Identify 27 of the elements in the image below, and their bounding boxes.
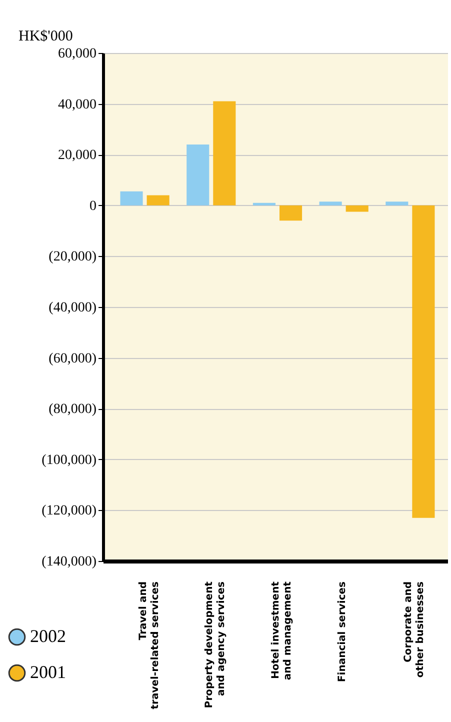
y-tick-label: 0 [90,198,96,214]
y-tick-label: (60,000) [48,351,97,366]
bar [346,205,368,212]
y-tick-label: 60,000 [58,46,96,62]
bar [386,202,408,206]
x-tick-label: Corporate and other businesses [403,581,426,678]
legend-label: 2001 [30,662,66,682]
y-tick-label: (140,000) [42,554,97,570]
bar [252,202,276,206]
bar [146,195,170,206]
y-tick-label: 40,000 [58,97,96,112]
legend-label: 2002 [30,626,66,646]
y-tick-label: 20,000 [58,148,96,164]
y-tick-label: (120,000) [42,504,97,519]
bar [186,144,210,206]
y-tick-label: (80,000) [48,402,97,418]
y-tick-label: (40,000) [48,300,97,316]
y-tick-label: (100,000) [42,452,97,468]
x-tick-label: Financial services [336,581,348,682]
bar [120,191,143,206]
bar [319,202,342,206]
bar [412,205,435,518]
bar [279,205,302,221]
x-tick-label: Travel and travel-related services [138,581,161,710]
y-tick-label: (20,000) [48,250,97,265]
y-axis-title: HK$'000 [18,28,73,44]
bar [213,101,236,206]
